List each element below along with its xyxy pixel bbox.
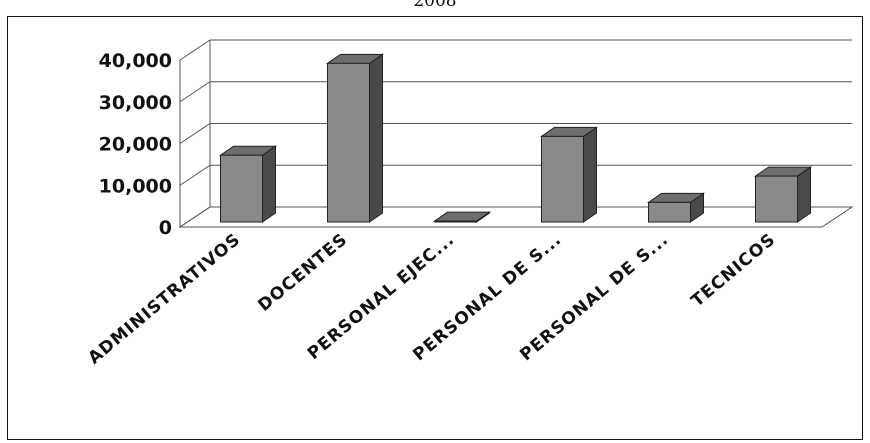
bar-front — [648, 201, 691, 223]
y-tick-label: 20,000 — [99, 134, 172, 156]
bar — [753, 166, 813, 223]
bar-side — [369, 53, 383, 223]
bar-top — [432, 211, 492, 222]
y-tick-label: 30,000 — [99, 92, 172, 114]
chart-title: 2008 — [413, 0, 457, 11]
bar — [432, 211, 492, 223]
bar — [539, 126, 599, 223]
bar — [646, 192, 706, 223]
bar — [325, 53, 385, 223]
y-tick-label: 0 — [159, 217, 172, 239]
bar — [218, 145, 278, 223]
bar-front — [541, 135, 584, 223]
chart-floor — [178, 206, 854, 228]
bar-front — [434, 220, 477, 223]
gridline-wall — [179, 39, 211, 61]
bar-front — [220, 154, 263, 223]
gridline-wall — [179, 164, 211, 186]
x-tick-label: TECNICOS — [688, 230, 780, 312]
bar-side — [583, 126, 597, 223]
bar-front — [327, 62, 370, 223]
bar-front — [755, 175, 798, 223]
x-tick-label: ADMINISTRATIVOS — [85, 230, 245, 369]
y-tick-label: 10,000 — [99, 175, 172, 197]
gridline-wall — [179, 123, 211, 144]
chart-frame — [7, 16, 863, 440]
y-tick-label: 40,000 — [99, 50, 172, 72]
gridline-wall — [179, 81, 211, 103]
bar-side — [262, 145, 276, 223]
x-tick-label: DOCENTES — [254, 230, 351, 316]
